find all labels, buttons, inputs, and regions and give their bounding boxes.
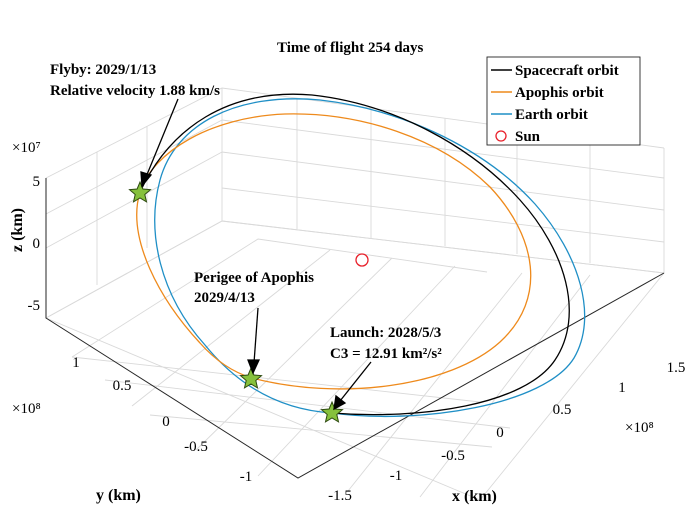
launch-star-marker (320, 400, 344, 423)
x-tick-label: 0.5 (553, 402, 572, 418)
tick-labels: -1.5 -1 -0.5 0 0.5 1 1.5 -1 -0.5 0 0.5 1 -5 0 5 (28, 174, 686, 504)
z-tick-label: 5 (33, 174, 41, 190)
annotation-arrows (140, 98, 372, 411)
chart-title: Time of flight 254 days (277, 40, 424, 56)
flyby-annotation: Flyby: 2029/1/13 Relative velocity 1.88 … (50, 62, 220, 99)
perigee-star-marker (239, 366, 263, 389)
perigee-annotation-line-1: Perigee of Apophis (194, 270, 314, 286)
y-tick-label: 1 (72, 355, 80, 371)
x-tick-label: -1 (390, 468, 403, 484)
spacecraft-orbit-line (139, 93, 570, 416)
z-axis-label: z (km) (9, 208, 26, 252)
z-tick-label: 0 (33, 236, 41, 252)
y-tick-label: -0.5 (184, 439, 208, 455)
legend-apophis-label: Apophis orbit (515, 85, 604, 101)
x-tick-label: 0 (496, 425, 504, 441)
x-axis-label: x (km) (452, 488, 497, 505)
flyby-annotation-line-2: Relative velocity 1.88 km/s (50, 83, 220, 99)
earth-orbit-line (154, 98, 586, 418)
x-tick-label: 1.5 (667, 360, 686, 376)
legend: Spacecraft orbit Apophis orbit Earth orbit… (486, 56, 641, 146)
launch-annotation-line-2: C3 = 12.91 km²/s² (330, 346, 442, 362)
legend-sun-label: Sun (515, 129, 541, 145)
axes-lines (45, 178, 665, 479)
sun-marker (355, 253, 369, 267)
x-tick-label: -1.5 (328, 488, 352, 504)
y-tick-label: 0.5 (113, 378, 132, 394)
x-exponent: ×10⁸ (625, 420, 654, 436)
apophis-orbit-line (136, 113, 532, 390)
y-tick-label: 0 (162, 414, 170, 430)
z-exponent: ×10⁷ (12, 140, 41, 156)
y-axis-label: y (km) (96, 487, 141, 504)
legend-sun-marker (495, 130, 507, 142)
x-tick-label: -0.5 (441, 448, 465, 464)
flyby-star-marker (128, 180, 152, 203)
legend-spacecraft-label: Spacecraft orbit (515, 63, 619, 79)
x-tick-label: 1 (618, 380, 626, 396)
flyby-annotation-line-1: Flyby: 2029/1/13 (50, 62, 156, 78)
y-tick-label: -1 (240, 469, 253, 485)
z-tick-label: -5 (28, 298, 41, 314)
perigee-annotation-line-2: 2029/4/13 (194, 290, 255, 306)
y-exponent: ×10⁸ (12, 401, 41, 417)
launch-annotation-line-1: Launch: 2028/5/3 (330, 325, 441, 341)
launch-annotation: Launch: 2028/5/3 C3 = 12.91 km²/s² (330, 325, 445, 362)
perigee-annotation: Perigee of Apophis 2029/4/13 (194, 270, 318, 306)
legend-earth-label: Earth orbit (515, 107, 588, 123)
